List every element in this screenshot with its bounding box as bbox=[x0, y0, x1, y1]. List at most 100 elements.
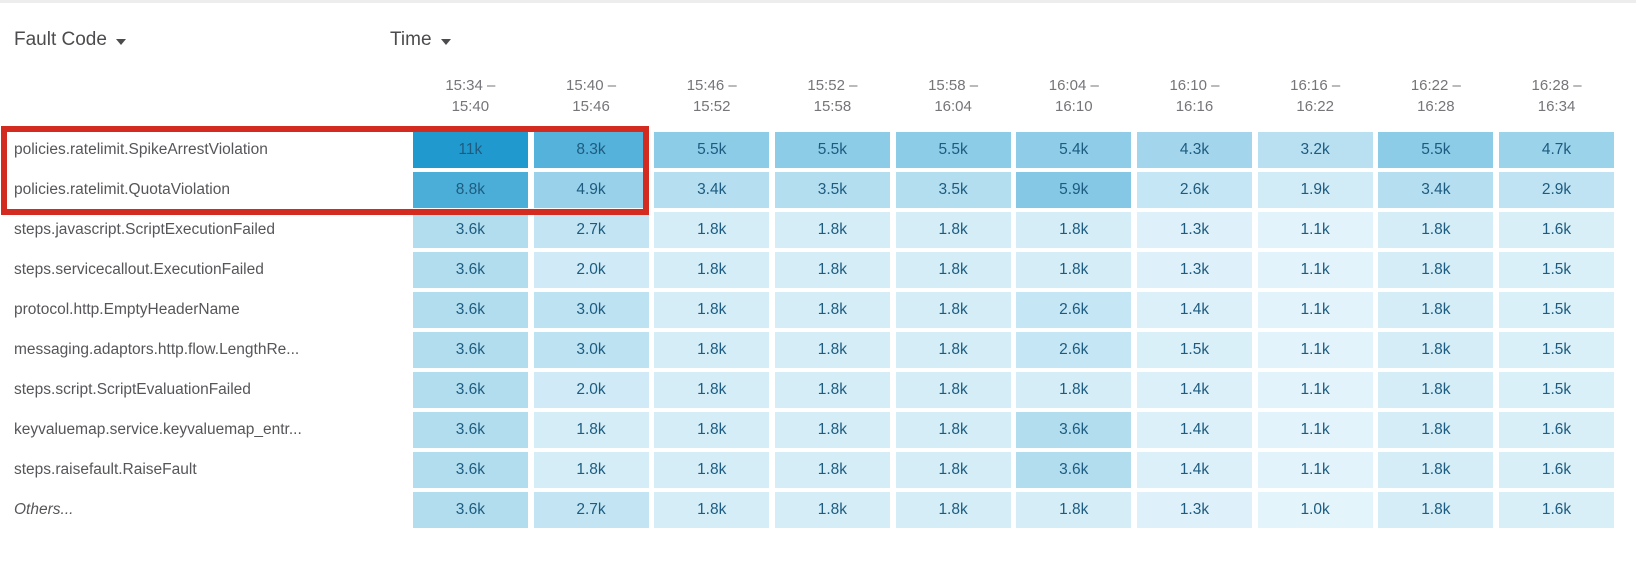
heatmap-cell-slot: 1.8k bbox=[1013, 250, 1134, 290]
heatmap-cell-slot: 1.8k bbox=[772, 250, 893, 290]
fault-code-row-label: Others... bbox=[14, 501, 74, 518]
heatmap-cell-slot: 1.8k bbox=[1376, 330, 1497, 370]
time-bucket-end: 16:16 bbox=[1175, 98, 1214, 115]
time-bucket-start: 15:52 – bbox=[807, 77, 858, 94]
fault-code-row-label: steps.script.ScriptEvaluationFailed bbox=[14, 381, 251, 398]
heatmap-cell: 1.8k bbox=[654, 452, 770, 488]
heatmap-cell-slot: 1.8k bbox=[772, 210, 893, 250]
time-bucket-header: 15:34 – 15:40 bbox=[410, 75, 531, 117]
heatmap-cell-slot: 1.8k bbox=[1013, 210, 1134, 250]
heatmap-cell-slot: 1.8k bbox=[772, 330, 893, 370]
heatmap-cell-slot: 1.1k bbox=[1255, 210, 1376, 250]
heatmap-cell: 2.6k bbox=[1016, 292, 1132, 328]
heatmap-cell: 1.8k bbox=[654, 212, 770, 248]
heatmap-cell: 3.6k bbox=[412, 212, 528, 248]
heatmap-rows: policies.ratelimit.SpikeArrestViolation 1… bbox=[0, 130, 1617, 530]
heatmap-cell: 1.1k bbox=[1257, 452, 1373, 488]
heatmap-cell: 3.6k bbox=[412, 492, 528, 528]
time-bucket-start: 16:16 – bbox=[1290, 77, 1341, 94]
heatmap-cell-slot: 1.6k bbox=[1496, 490, 1617, 530]
heatmap-cell-slot: 3.6k bbox=[410, 330, 531, 370]
heatmap-cell-slot: 1.6k bbox=[1496, 450, 1617, 490]
heatmap-cell: 1.8k bbox=[895, 412, 1011, 448]
heatmap-cell-slot: 1.8k bbox=[893, 450, 1014, 490]
heatmap-cell-slot: 3.0k bbox=[531, 290, 652, 330]
heatmap-cell: 1.5k bbox=[1499, 292, 1615, 328]
heatmap-cell: 5.5k bbox=[895, 132, 1011, 168]
caret-down-icon bbox=[115, 38, 126, 45]
heatmap-cell: 2.9k bbox=[1499, 172, 1615, 208]
time-bucket-start: 15:46 – bbox=[686, 77, 737, 94]
heatmap-cell: 3.4k bbox=[1378, 172, 1494, 208]
heatmap-cell: 5.5k bbox=[1378, 132, 1494, 168]
time-bucket-end: 15:46 bbox=[572, 98, 610, 115]
time-bucket-start: 16:22 – bbox=[1410, 77, 1461, 94]
heatmap-cell-slot: 1.4k bbox=[1134, 450, 1255, 490]
heatmap-cell-slot: 1.5k bbox=[1496, 290, 1617, 330]
heatmap-cell: 1.8k bbox=[774, 452, 890, 488]
heatmap-cell: 1.3k bbox=[1136, 212, 1252, 248]
time-sort-button[interactable]: Time bbox=[390, 29, 451, 51]
heatmap-cell: 3.2k bbox=[1257, 132, 1373, 168]
time-bucket-start: 16:04 – bbox=[1048, 77, 1099, 94]
heatmap-cell-slot: 3.6k bbox=[410, 250, 531, 290]
heatmap-cell-slot: 1.8k bbox=[1376, 250, 1497, 290]
heatmap-cell-slot: 3.6k bbox=[410, 410, 531, 450]
heatmap-cell-slot: 1.8k bbox=[893, 490, 1014, 530]
heatmap-cell: 1.3k bbox=[1136, 252, 1252, 288]
heatmap-cell-slot: 2.6k bbox=[1013, 290, 1134, 330]
table-row: steps.javascript.ScriptExecutionFailed 3.… bbox=[0, 210, 1617, 250]
heatmap-cell: 1.8k bbox=[1016, 212, 1132, 248]
heatmap-cell: 4.7k bbox=[1499, 132, 1615, 168]
heatmap-cell-slot: 3.5k bbox=[893, 170, 1014, 210]
heatmap-cell-slot: 1.1k bbox=[1255, 450, 1376, 490]
heatmap-cell: 2.7k bbox=[533, 212, 649, 248]
heatmap-cell: 1.8k bbox=[774, 212, 890, 248]
table-row: steps.script.ScriptEvaluationFailed 3.6k 2… bbox=[0, 370, 1617, 410]
heatmap-cell: 1.8k bbox=[895, 332, 1011, 368]
heatmap-cell: 3.6k bbox=[412, 252, 528, 288]
heatmap-cell: 2.6k bbox=[1016, 332, 1132, 368]
heatmap-cell-slot: 1.0k bbox=[1255, 490, 1376, 530]
heatmap-cell-slot: 1.5k bbox=[1496, 330, 1617, 370]
heatmap-cell: 1.8k bbox=[654, 252, 770, 288]
heatmap-cell-slot: 3.6k bbox=[410, 370, 531, 410]
time-bucket-end: 16:04 bbox=[934, 98, 972, 115]
heatmap-cell: 1.8k bbox=[1016, 492, 1132, 528]
heatmap-cell-slot: 1.8k bbox=[893, 250, 1014, 290]
heatmap-cell: 1.8k bbox=[895, 492, 1011, 528]
heatmap-cell: 1.8k bbox=[895, 252, 1011, 288]
table-row: steps.servicecallout.ExecutionFailed 3.6k… bbox=[0, 250, 1617, 290]
time-bucket-end: 16:10 bbox=[1055, 98, 1093, 115]
heatmap-cell: 1.8k bbox=[895, 452, 1011, 488]
heatmap-cell-slot: 1.8k bbox=[531, 410, 652, 450]
heatmap-cell: 1.6k bbox=[1499, 452, 1615, 488]
heatmap-cell-slot: 5.4k bbox=[1013, 130, 1134, 170]
fault-code-row-label: steps.servicecallout.ExecutionFailed bbox=[14, 261, 264, 278]
heatmap-cell: 1.8k bbox=[654, 372, 770, 408]
heatmap-cell: 1.8k bbox=[895, 212, 1011, 248]
heatmap-cell-slot: 1.8k bbox=[651, 410, 772, 450]
heatmap-cell: 1.8k bbox=[1378, 332, 1494, 368]
heatmap-cell-slot: 1.8k bbox=[893, 330, 1014, 370]
heatmap-cell: 2.0k bbox=[533, 372, 649, 408]
heatmap-cell-slot: 1.6k bbox=[1496, 210, 1617, 250]
time-bucket-end: 16:28 bbox=[1417, 98, 1455, 115]
heatmap-cell-slot: 1.8k bbox=[772, 290, 893, 330]
heatmap-cell: 1.8k bbox=[774, 372, 890, 408]
heatmap-cell-slot: 3.4k bbox=[1376, 170, 1497, 210]
table-row: policies.ratelimit.QuotaViolation 8.8k 4.9… bbox=[0, 170, 1617, 210]
heatmap-cell: 1.8k bbox=[654, 412, 770, 448]
heatmap-cell-slot: 3.6k bbox=[410, 290, 531, 330]
time-bucket-start: 16:28 – bbox=[1531, 77, 1582, 94]
time-bucket-header: 16:16 – 16:22 bbox=[1255, 75, 1376, 117]
heatmap-cell-slot: 8.3k bbox=[531, 130, 652, 170]
heatmap-cell: 1.4k bbox=[1136, 412, 1252, 448]
heatmap-cell: 1.0k bbox=[1257, 492, 1373, 528]
heatmap-cell-slot: 1.1k bbox=[1255, 250, 1376, 290]
fault-code-sort-button[interactable]: Fault Code bbox=[14, 29, 126, 51]
fault-code-row-label: policies.ratelimit.SpikeArrestViolation bbox=[14, 141, 268, 158]
heatmap-cell: 5.4k bbox=[1016, 132, 1132, 168]
heatmap-cell-slot: 1.8k bbox=[1013, 490, 1134, 530]
heatmap-cell: 5.5k bbox=[774, 132, 890, 168]
